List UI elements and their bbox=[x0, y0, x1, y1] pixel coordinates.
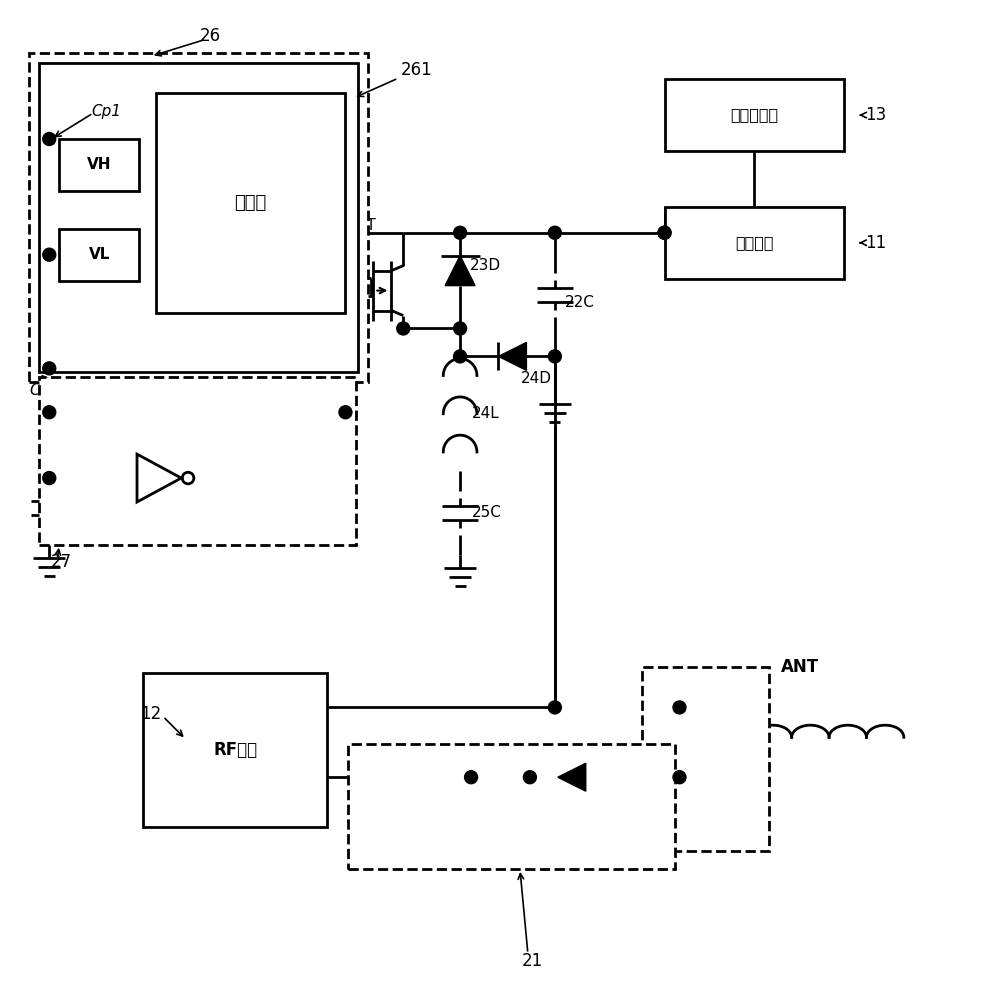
Text: 24D: 24D bbox=[520, 371, 551, 386]
Bar bbox=[641, 667, 769, 851]
Circle shape bbox=[465, 771, 478, 784]
Bar bbox=[40, 377, 357, 545]
Circle shape bbox=[454, 226, 467, 239]
Text: 261: 261 bbox=[400, 61, 432, 79]
Circle shape bbox=[339, 406, 352, 419]
Bar bbox=[59, 139, 139, 191]
Circle shape bbox=[454, 350, 467, 363]
Circle shape bbox=[43, 248, 55, 261]
Circle shape bbox=[454, 322, 467, 335]
Circle shape bbox=[673, 771, 686, 784]
Text: 12: 12 bbox=[140, 705, 161, 723]
Text: RF标签: RF标签 bbox=[213, 741, 258, 759]
Text: 24L: 24L bbox=[472, 406, 499, 421]
Bar bbox=[156, 93, 346, 313]
Polygon shape bbox=[445, 256, 475, 286]
Text: Cp2: Cp2 bbox=[30, 383, 59, 398]
Bar bbox=[349, 744, 676, 869]
Text: 微型计算机: 微型计算机 bbox=[730, 108, 778, 123]
Circle shape bbox=[43, 133, 55, 145]
Text: 25C: 25C bbox=[472, 505, 501, 520]
Circle shape bbox=[548, 226, 561, 239]
Bar bbox=[59, 229, 139, 281]
Bar bbox=[30, 53, 369, 382]
Bar bbox=[143, 673, 327, 827]
Bar bbox=[40, 63, 359, 372]
Text: 21: 21 bbox=[521, 952, 542, 970]
Text: 22C: 22C bbox=[565, 295, 595, 310]
Bar bbox=[665, 79, 844, 151]
Polygon shape bbox=[498, 342, 526, 370]
Circle shape bbox=[43, 472, 55, 485]
Circle shape bbox=[396, 322, 409, 335]
Text: 11: 11 bbox=[865, 234, 886, 252]
Bar bbox=[665, 207, 844, 279]
Polygon shape bbox=[558, 763, 586, 791]
Text: 控制器: 控制器 bbox=[235, 194, 267, 212]
Circle shape bbox=[658, 226, 671, 239]
Text: VL: VL bbox=[88, 247, 110, 262]
Circle shape bbox=[548, 350, 561, 363]
Circle shape bbox=[658, 226, 671, 239]
Circle shape bbox=[673, 701, 686, 714]
Text: Cp1: Cp1 bbox=[91, 104, 121, 119]
Circle shape bbox=[43, 362, 55, 375]
Circle shape bbox=[548, 701, 561, 714]
Text: ANT: ANT bbox=[781, 658, 820, 676]
Text: 27: 27 bbox=[52, 553, 72, 571]
Text: 26: 26 bbox=[200, 27, 221, 45]
Text: VH: VH bbox=[87, 157, 111, 172]
Text: 23T: 23T bbox=[348, 218, 377, 233]
Text: 13: 13 bbox=[865, 106, 886, 124]
Circle shape bbox=[43, 406, 55, 419]
Text: 电源电路: 电源电路 bbox=[735, 235, 774, 250]
Text: 23D: 23D bbox=[470, 258, 501, 273]
Circle shape bbox=[523, 771, 536, 784]
